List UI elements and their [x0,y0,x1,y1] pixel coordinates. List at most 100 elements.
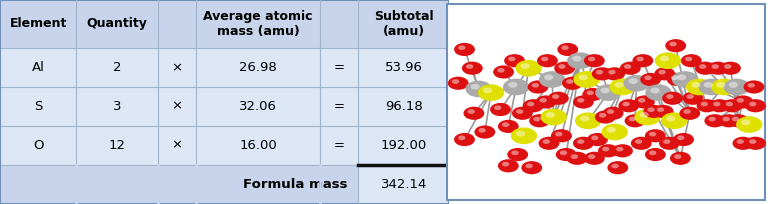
Circle shape [647,107,655,112]
Circle shape [596,70,603,74]
Text: O: O [33,139,44,152]
Circle shape [709,99,730,112]
Circle shape [498,120,518,133]
Circle shape [649,132,657,136]
Circle shape [719,114,740,127]
Circle shape [478,84,505,101]
Circle shape [674,154,681,159]
Circle shape [673,133,694,146]
Circle shape [558,43,578,56]
Circle shape [602,147,610,151]
Circle shape [624,75,650,92]
Circle shape [653,105,674,118]
Circle shape [466,64,473,69]
Circle shape [654,67,675,80]
Circle shape [493,65,514,79]
Circle shape [666,116,675,122]
Circle shape [560,151,568,155]
Text: 192.00: 192.00 [381,139,427,152]
Circle shape [595,84,621,101]
Bar [157,0,196,48]
Circle shape [670,152,690,165]
Text: Average atomic
mass (amu): Average atomic mass (amu) [204,10,313,38]
Circle shape [663,139,670,144]
Text: 96.18: 96.18 [385,100,422,113]
Circle shape [508,82,518,88]
Circle shape [681,54,702,67]
Circle shape [573,137,594,150]
Circle shape [711,79,737,95]
Bar [320,0,359,48]
Circle shape [452,79,459,84]
Circle shape [666,94,674,99]
Text: 342.14: 342.14 [381,178,427,191]
Circle shape [624,114,645,127]
Circle shape [601,124,628,140]
Circle shape [607,127,616,133]
Circle shape [572,56,581,61]
Circle shape [504,54,525,67]
Bar [77,126,157,165]
Circle shape [566,79,574,84]
Text: 16.00: 16.00 [239,139,277,152]
Text: 53.96: 53.96 [385,61,423,74]
Circle shape [634,109,660,125]
Circle shape [584,152,604,165]
Bar [359,126,449,165]
Circle shape [672,71,698,88]
Circle shape [670,42,677,46]
Circle shape [629,117,636,121]
Bar [359,87,449,126]
Circle shape [749,102,756,106]
Circle shape [641,73,661,86]
Circle shape [601,88,610,93]
Circle shape [733,137,753,150]
Circle shape [551,129,572,142]
Circle shape [528,80,548,94]
Circle shape [588,57,595,61]
Bar [359,0,449,48]
Bar [196,87,320,126]
Circle shape [732,117,740,121]
Circle shape [468,109,475,114]
Text: Al: Al [31,61,45,74]
Circle shape [723,79,750,95]
Circle shape [667,73,687,86]
Circle shape [616,147,624,151]
Circle shape [574,71,600,88]
Text: =: = [334,100,345,113]
Circle shape [571,154,578,159]
Bar [359,165,449,204]
Circle shape [662,92,683,105]
Circle shape [622,102,630,106]
Circle shape [645,84,672,101]
Circle shape [660,56,669,61]
Circle shape [650,88,660,93]
Circle shape [494,105,502,110]
Circle shape [544,74,554,80]
Circle shape [592,67,613,80]
Circle shape [671,75,678,80]
Text: Subtotal
(amu): Subtotal (amu) [374,10,434,38]
Circle shape [699,64,707,69]
Circle shape [712,64,719,69]
Circle shape [490,103,511,116]
Circle shape [687,94,694,99]
Circle shape [554,62,575,75]
Circle shape [614,82,624,88]
Circle shape [728,114,749,127]
Circle shape [608,70,616,74]
Circle shape [567,52,594,69]
Circle shape [552,94,559,99]
Circle shape [598,144,619,157]
Circle shape [545,112,555,118]
Circle shape [588,154,595,159]
Circle shape [458,135,465,140]
Circle shape [539,98,547,103]
Circle shape [558,64,565,69]
Circle shape [531,83,539,88]
Circle shape [529,114,550,127]
Circle shape [538,137,559,150]
Circle shape [562,77,583,90]
Circle shape [573,95,594,109]
